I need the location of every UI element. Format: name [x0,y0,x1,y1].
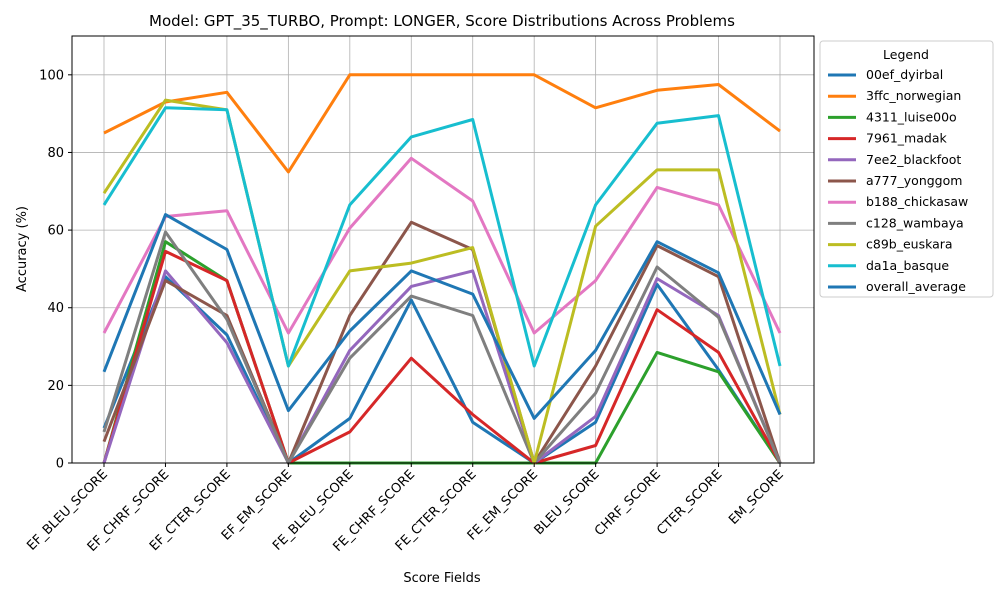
series-line-c128_wambaya [102,230,782,465]
x-axis-label: Score Fields [403,571,481,586]
legend-items: 00ef_dyirbal 3ffc_norwegian 4311_luise00o 7… [828,67,968,294]
y-tick-label: 80 [47,146,64,161]
series-line-a777_yonggom [102,220,782,465]
legend: Legend 00ef_dyirbal 3ffc_norwegian 4311_lu… [819,40,994,298]
y-tick-label: 100 [39,68,64,83]
y-tick-label: 40 [47,301,64,316]
legend-label-da1a_basque: da1a_basque [866,258,949,273]
series-line-7961_madak [102,249,782,465]
legend-label-overall_average: overall_average [866,279,966,294]
series-line-b188_chickasaw [102,156,782,335]
legend-label-b188_chickasaw: b188_chickasaw [866,194,968,209]
legend-label-7ee2_blackfoot: 7ee2_blackfoot [866,152,961,167]
legend-title: Legend [883,47,929,62]
series-line-3ffc_norwegian [103,73,781,174]
series-line-da1a_basque [102,106,782,368]
y-tick-label: 20 [47,379,64,394]
legend-label-a777_yonggom: a777_yonggom [866,173,962,188]
legend-label-c89b_euskara: c89b_euskara [866,237,953,252]
chart-title: Model: GPT_35_TURBO, Prompt: LONGER, Sco… [149,12,735,31]
y-axis-label: Accuracy (%) [15,206,30,292]
x-tick-label: CHRF_SCORE [592,467,664,539]
y-tick-label: 0 [56,457,64,472]
series-line-overall_average [102,213,782,420]
series-line-4311_luise00o [102,240,782,465]
plot-frame [71,35,815,464]
x-axis-ticks: EF_BLEU_SCOREEF_CHRF_SCOREEF_CTER_SCOREE… [24,463,787,555]
series-line-00ef_dyirbal [102,275,782,465]
legend-label-c128_wambaya: c128_wambaya [866,215,964,230]
legend-label-00ef_dyirbal: 00ef_dyirbal [866,67,943,82]
y-tick-label: 60 [47,224,64,239]
legend-label-3ffc_norwegian: 3ffc_norwegian [866,88,961,103]
series-layer [102,73,782,465]
legend-label-7961_madak: 7961_madak [866,131,947,146]
legend-label-4311_luise00o: 4311_luise00o [866,109,957,124]
x-tick-label: CTER_SCORE [654,467,725,538]
y-axis-ticks: 0 20 40 60 80 100 [39,68,72,472]
x-tick-label: EM_SCORE [726,467,787,528]
legend-box [819,40,994,298]
series-line-7ee2_blackfoot [102,269,782,465]
